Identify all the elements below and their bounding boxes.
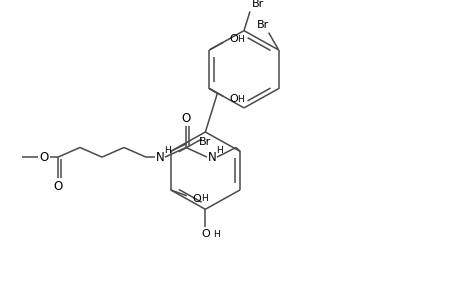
Text: O: O bbox=[181, 112, 190, 125]
Text: O: O bbox=[39, 151, 49, 164]
Text: Br: Br bbox=[252, 0, 263, 9]
Text: Br: Br bbox=[256, 20, 268, 30]
Text: H: H bbox=[213, 230, 219, 239]
Text: H: H bbox=[164, 146, 171, 155]
Text: H: H bbox=[237, 35, 244, 44]
Text: O: O bbox=[192, 194, 201, 204]
Text: H: H bbox=[200, 194, 207, 203]
Text: O: O bbox=[53, 180, 62, 193]
Text: H: H bbox=[216, 146, 223, 155]
Text: N: N bbox=[207, 151, 216, 164]
Text: H: H bbox=[237, 95, 244, 104]
Text: O: O bbox=[229, 94, 238, 104]
Text: O: O bbox=[201, 230, 209, 239]
Text: Br: Br bbox=[198, 137, 211, 147]
Text: O: O bbox=[229, 34, 238, 44]
Text: N: N bbox=[155, 151, 164, 164]
